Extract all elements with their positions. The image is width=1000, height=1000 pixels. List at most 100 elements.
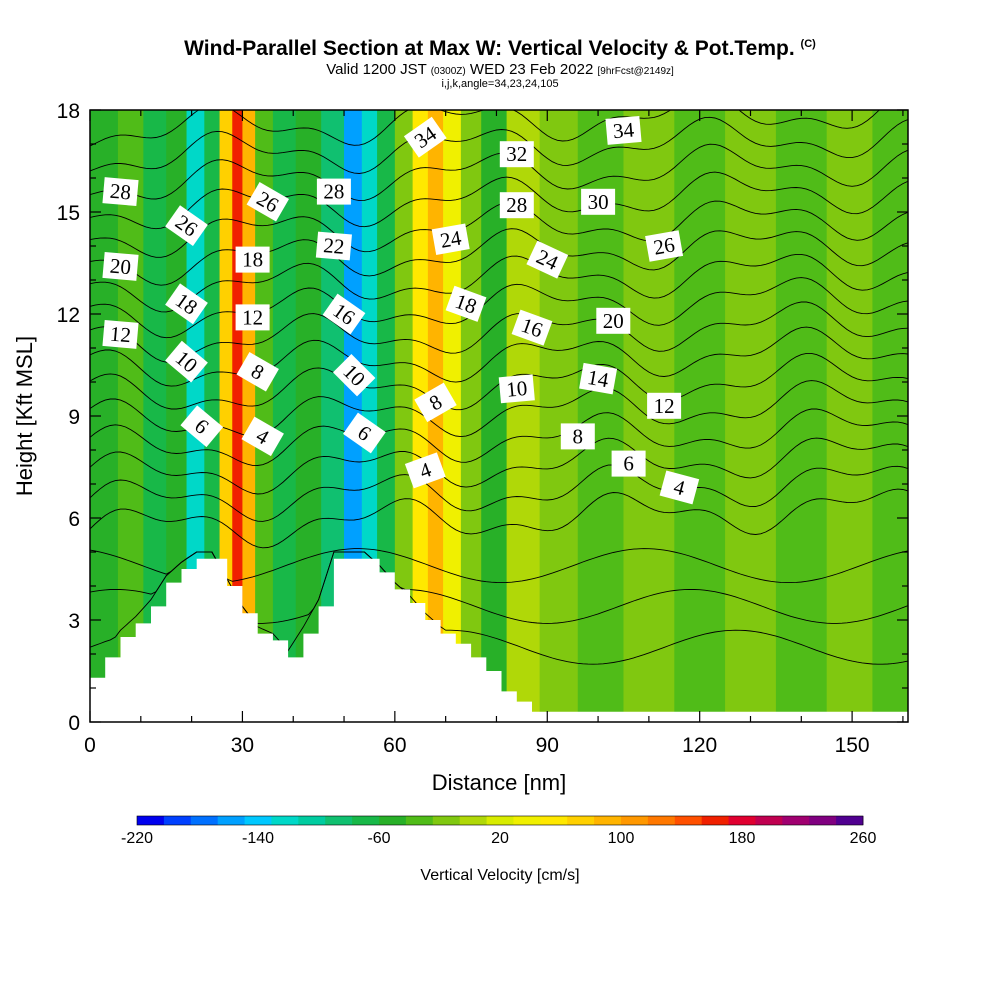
contour-label-30: 30 (581, 188, 616, 215)
contour-label-34: 34 (605, 115, 642, 145)
contour-label-6: 6 (343, 412, 386, 454)
contour-label-text: 28 (109, 179, 132, 205)
terrain-mask (90, 558, 908, 722)
x-axis-label: Distance [nm] (432, 770, 567, 795)
chart-title: Wind-Parallel Section at Max W: Vertical… (184, 37, 816, 60)
contour-label-box (241, 416, 284, 457)
contour-label-box (659, 470, 700, 505)
contour-label-box (579, 362, 618, 395)
velocity-band (674, 110, 726, 722)
x-tick-label: 120 (682, 734, 717, 757)
x-tick-label: 150 (835, 734, 870, 757)
contour-label-4: 4 (659, 470, 700, 505)
x-tick-label: 90 (536, 734, 559, 757)
colorbar-swatch (782, 816, 810, 825)
contour-label-22: 22 (315, 231, 352, 261)
contour-label-text: 22 (322, 233, 345, 259)
velocity-band (377, 110, 396, 722)
grid-indices-line: i,j,k,angle=34,23,24,105 (441, 78, 559, 90)
velocity-band (295, 110, 322, 722)
y-tick-label: 3 (68, 610, 80, 633)
contour-label-4: 4 (404, 452, 446, 489)
contour-label-8: 8 (560, 423, 595, 450)
y-axis-label: Height [Kft MSL] (12, 336, 37, 496)
contour-label-box (235, 246, 270, 273)
contour-label-box (560, 423, 595, 450)
colorbar-tick-label: -60 (367, 830, 390, 847)
contour-label-text: 28 (323, 180, 344, 204)
contour-label-box (499, 192, 534, 219)
contour-label-16: 16 (511, 309, 553, 346)
contour-label-box (316, 178, 351, 205)
axes: 0 30 60 90 120 150 0 3 6 9 12 15 18 (57, 100, 908, 757)
colorbar-swatch (244, 816, 272, 825)
velocity-band (412, 110, 429, 722)
velocity-band (826, 110, 874, 722)
contour-label-text: 8 (573, 424, 584, 448)
contour-label-box (246, 182, 290, 222)
colorbar-swatch (540, 816, 568, 825)
velocity-band (394, 110, 414, 722)
contour-label-box (403, 116, 447, 158)
velocity-band (232, 110, 244, 722)
colorbar-swatch (513, 816, 541, 825)
isentrope-line (90, 326, 908, 387)
velocity-band (539, 110, 579, 722)
colorbar-frame (136, 815, 864, 826)
contour-label-box (526, 240, 569, 279)
isentrope-line (90, 116, 908, 174)
contour-label-box (102, 251, 139, 281)
contour-label-box (165, 283, 208, 325)
contour-label-text: 30 (588, 190, 609, 214)
colorbar-swatch (325, 816, 353, 825)
velocity-band (775, 110, 828, 722)
contour-label-12: 12 (235, 304, 270, 331)
isentrope-line (90, 277, 908, 339)
isentrope-line (90, 464, 908, 522)
contour-label-box (102, 319, 139, 349)
colorbar-swatch (405, 816, 434, 825)
colorbar-swatch (271, 816, 299, 825)
colorbar-swatch (298, 816, 326, 825)
contour-label-box (235, 304, 270, 331)
colorbar-swatch (190, 816, 219, 825)
colorbar-tick-label: 100 (608, 830, 635, 847)
contour-label-box (165, 205, 208, 246)
y-tick-label: 6 (68, 508, 80, 531)
valid-time-line: Valid 1200 JST (0300Z) WED 23 Feb 2022 [… (326, 61, 674, 78)
contour-label-box (499, 141, 534, 168)
contour-label-box (596, 307, 631, 334)
contour-label-20: 20 (102, 251, 139, 281)
colorbar-tick-label: 260 (850, 830, 877, 847)
contour-label-box (236, 352, 279, 392)
contour-label-box (581, 188, 616, 215)
x-tick-label: 0 (84, 734, 96, 757)
contour-label-text: 32 (506, 142, 527, 166)
contour-label-text: 18 (242, 248, 263, 272)
isentrope-line (90, 200, 908, 258)
colorbar-swatch (728, 816, 756, 825)
contour-label-box (315, 231, 352, 261)
contour-label-box (511, 309, 553, 346)
contour-label-box (647, 392, 682, 419)
contour-label-text: 34 (612, 117, 636, 143)
y-tick-label: 9 (68, 406, 80, 429)
isentrope-line (90, 301, 908, 363)
colorbar-swatch (137, 816, 165, 825)
colorbar-tick-label: -140 (242, 830, 274, 847)
contour-label-4: 4 (241, 416, 284, 457)
colorbar-swatch (459, 816, 487, 825)
velocity-band (460, 110, 482, 722)
contour-label-6: 6 (180, 405, 224, 448)
contour-label-18: 18 (445, 285, 487, 322)
velocity-band (272, 110, 297, 722)
y-tick-label: 18 (57, 100, 80, 123)
contour-label-24: 24 (431, 223, 470, 255)
contour-label-box (102, 177, 139, 207)
isentrope-line (90, 253, 908, 313)
isentrope-line (90, 171, 908, 230)
isentrope-line (90, 408, 908, 466)
contour-label-32: 32 (499, 141, 534, 168)
y-tick-label: 15 (57, 202, 80, 225)
